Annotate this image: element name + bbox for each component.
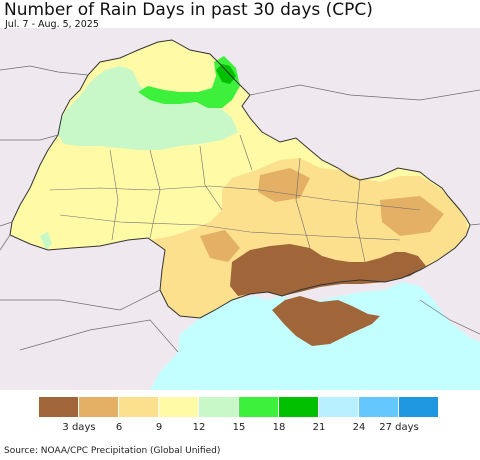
map-canvas xyxy=(0,28,480,390)
legend-swatch-4 xyxy=(199,397,239,417)
legend-swatch-5 xyxy=(239,397,279,417)
rain-6-9-patch-2 xyxy=(380,196,444,236)
oblast-boundaries xyxy=(49,134,421,263)
legend-swatch-7 xyxy=(319,397,359,417)
source-note: Source: NOAA/CPC Precipitation (Global U… xyxy=(4,446,221,456)
rain-18-21-zone xyxy=(216,64,236,84)
rain-12-15-zone xyxy=(58,66,238,150)
legend-swatch-3 xyxy=(159,397,199,417)
legend-swatch-9 xyxy=(399,397,439,417)
legend-swatch-2 xyxy=(119,397,159,417)
legend-swatch-1 xyxy=(79,397,119,417)
rain-3-6-zone xyxy=(230,244,426,296)
legend-label-7: 24 xyxy=(352,422,366,433)
rain-6-9-patch-0 xyxy=(258,168,310,202)
date-range: Jul. 7 - Aug. 5, 2025 xyxy=(5,19,99,30)
ukraine-border xyxy=(9,39,471,319)
legend-label-4: 15 xyxy=(232,422,246,433)
legend-label-3: 12 xyxy=(192,422,206,433)
west-border-patch xyxy=(40,232,52,250)
neighbor-borders xyxy=(0,65,480,353)
legend-label-6: 21 xyxy=(312,422,326,433)
rain-6-9-patch-1 xyxy=(200,230,240,262)
legend-swatch-6 xyxy=(279,397,319,417)
rain-15-18-zone xyxy=(138,56,240,108)
legend-label-0: 3 days xyxy=(62,422,96,433)
legend-labels: 3 days 6 9 12 15 18 21 24 27 days xyxy=(39,422,439,436)
legend-label-5: 18 xyxy=(272,422,286,433)
legend-swatch-8 xyxy=(359,397,399,417)
legend-label-8: 27 days xyxy=(379,422,419,433)
legend-label-2: 9 xyxy=(155,422,163,433)
crimea-peninsula xyxy=(272,296,380,346)
legend-color-bar xyxy=(39,397,439,419)
map-area xyxy=(0,28,480,390)
legend-swatch-0 xyxy=(39,397,79,417)
legend-label-1: 6 xyxy=(115,422,123,433)
map-title: Number of Rain Days in past 30 days (CPC… xyxy=(4,0,373,20)
